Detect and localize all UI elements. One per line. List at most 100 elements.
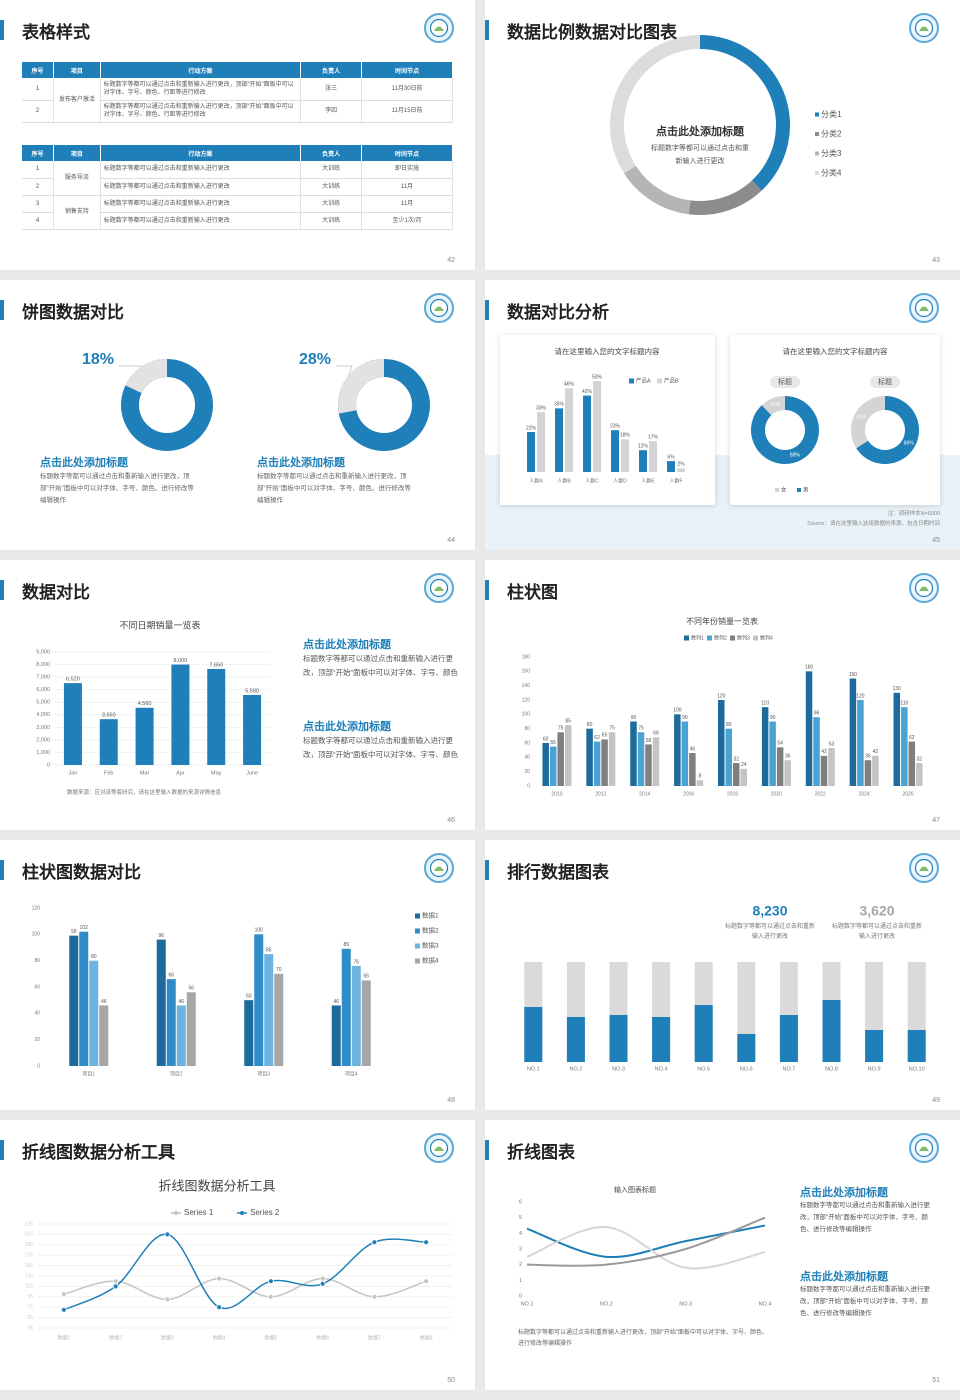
point <box>216 1304 223 1311</box>
value-label: 60 <box>543 736 549 742</box>
pill <box>770 376 800 388</box>
bar <box>718 700 725 786</box>
slide-canvas: 分类1 分类2 分类3 分类4 <box>610 13 939 216</box>
y-tick-label: 0 <box>519 1293 522 1299</box>
y-tick-label: 7,000 <box>36 675 50 681</box>
bar <box>176 1005 186 1066</box>
value-label: 46 <box>178 999 184 1005</box>
bar <box>813 717 820 786</box>
value-label: 56 <box>188 986 194 992</box>
row-number: 3 <box>22 195 55 213</box>
x-tick-label: NO.3 <box>679 1301 692 1307</box>
x-tick-label: 人群C <box>585 477 599 484</box>
value-label: 88% <box>790 452 801 458</box>
row-number: 1 <box>22 161 55 179</box>
bar <box>649 441 657 472</box>
value-label: 42 <box>821 749 827 755</box>
plan: 标题数字等都可以通过点击和重新输入进行更改 <box>100 178 302 196</box>
table-header-row: 序号 项目 行动方案 负责人 时间节点 <box>22 62 453 78</box>
y-tick-label: 6 <box>519 1199 522 1205</box>
value-label: 12% <box>638 444 649 450</box>
bar <box>601 739 608 786</box>
value-label: 17% <box>648 434 659 440</box>
table-row: 3 销售支持 标题数字等都可以通过点击和重新输入进行更改 大训练 11月 <box>22 195 453 230</box>
value-label: 3,650 <box>102 713 116 719</box>
x-tick-label: Mar <box>140 770 150 776</box>
y-tick-label: 195 <box>25 1242 34 1248</box>
chart-title: 请在这里输入您的文字标题内容 <box>555 346 660 356</box>
bar <box>254 934 264 1066</box>
slide-title: 表格样式 <box>22 23 90 42</box>
value-label: 120 <box>717 693 726 699</box>
pie-title: 标题 <box>778 377 792 386</box>
bar <box>156 939 166 1066</box>
deadline: 11月 <box>361 178 453 196</box>
y-tick-label: 80 <box>524 726 530 732</box>
value-label: 102 <box>80 925 89 931</box>
y-tick-label: 60 <box>524 740 530 746</box>
bar <box>583 395 591 472</box>
bar <box>99 1005 109 1066</box>
table-row: 1 服务导流 标题数字等都可以通过点击和重新输入进行更改 大训练 即日实施 <box>22 161 453 196</box>
value-label: 46 <box>101 999 107 1005</box>
row-item: 服务导流 <box>53 161 101 196</box>
x-tick-label: 人群E <box>641 477 655 484</box>
bar <box>907 1030 926 1062</box>
legend-label: 分类1 <box>821 109 842 119</box>
block-heading: 点击此处添加标题 <box>303 721 391 733</box>
bar <box>674 714 681 786</box>
deadline: 11月15日前 <box>361 100 453 123</box>
page-number: 42 <box>447 257 455 264</box>
y-tick-label: 8,000 <box>36 662 50 668</box>
y-tick-label: 0 <box>47 762 50 768</box>
legend-swatch <box>415 943 420 949</box>
owner: 大训练 <box>300 195 363 213</box>
bar <box>865 1030 884 1062</box>
value-label: 46 <box>333 999 339 1005</box>
value-label: 100 <box>255 928 264 934</box>
owner: 大训练 <box>300 212 363 230</box>
bar <box>916 763 923 786</box>
bar <box>171 664 190 765</box>
x-tick-label: NO.2 <box>569 1066 582 1072</box>
value-label: 85 <box>565 718 571 724</box>
value-label: 90 <box>770 715 776 721</box>
page-number: 46 <box>447 817 455 824</box>
bar <box>737 1034 756 1062</box>
point <box>60 1291 67 1298</box>
legend-swatch <box>684 635 689 641</box>
logo-mark <box>919 586 929 591</box>
y-tick-label: 180 <box>522 654 531 660</box>
value-label: 100 <box>673 708 682 714</box>
value-label: 160 <box>805 665 814 671</box>
slide: 表格样式 42 序号 项目 行动方案 负责人 时间节点 1 发布客户激活 标题数字等都可以通过点击… <box>0 0 475 270</box>
y-tick-label: 2 <box>519 1262 522 1268</box>
slide: 分类1 分类2 分类3 分类4 数据比例数据对比图表 43 点击此处添加标题 标题数字等都可以… <box>485 0 960 270</box>
logo-mark <box>434 306 444 311</box>
donut-segment <box>700 35 791 191</box>
x-tick-label: 2012 <box>595 791 606 797</box>
page-number: 48 <box>447 1097 455 1104</box>
chart-title: 折线图数据分析工具 <box>158 1178 275 1193</box>
x-tick-label: May <box>211 770 222 776</box>
legend-label: 数列2 <box>714 634 727 641</box>
table-header-cell: 时间节点 <box>361 62 453 78</box>
value-label: 96 <box>814 711 820 717</box>
bar <box>630 721 637 786</box>
x-tick-label: 2014 <box>639 791 650 797</box>
y-tick-label: 120 <box>32 905 41 911</box>
legend-swatch <box>815 112 819 117</box>
x-tick-label: 项目2 <box>170 1071 183 1077</box>
x-tick-label: Jan <box>68 770 77 776</box>
x-tick-label: NO.9 <box>868 1066 881 1072</box>
data-table: 序号 项目 行动方案 负责人 时间节点 1 服务导流 标题数字等都可以通过点击和重新输入进行更… <box>22 145 453 230</box>
owner: 李四 <box>300 100 363 123</box>
point <box>267 1293 274 1300</box>
block-body: 标题数字等都可以通过点击和重新输入进行更改，顶部“开始”面板中可以对字体、字号、… <box>257 473 411 504</box>
bar <box>549 746 557 786</box>
x-tick-label: 2010 <box>551 791 562 797</box>
point <box>319 1275 326 1282</box>
value-label: 65 <box>602 733 608 739</box>
value-label: 7,650 <box>209 662 223 668</box>
